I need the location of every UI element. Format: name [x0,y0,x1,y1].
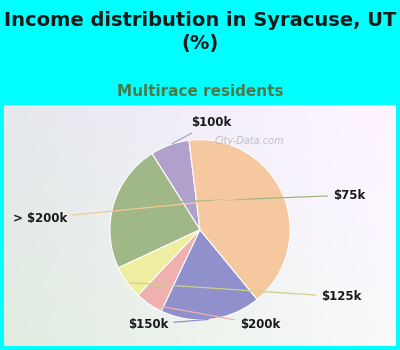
Text: $125k: $125k [130,283,362,303]
Text: $75k: $75k [116,189,365,204]
Wedge shape [161,230,257,320]
Wedge shape [152,140,200,230]
Text: > $200k: > $200k [13,195,280,225]
Text: $150k: $150k [128,318,208,331]
Wedge shape [138,230,200,311]
Wedge shape [110,154,200,268]
Wedge shape [118,230,200,295]
Wedge shape [189,140,290,299]
Text: $100k: $100k [172,116,232,144]
Text: City-Data.com: City-Data.com [214,136,284,146]
Text: $200k: $200k [152,304,280,331]
Text: Income distribution in Syracuse, UT
(%): Income distribution in Syracuse, UT (%) [4,10,396,53]
Text: Multirace residents: Multirace residents [117,84,283,99]
